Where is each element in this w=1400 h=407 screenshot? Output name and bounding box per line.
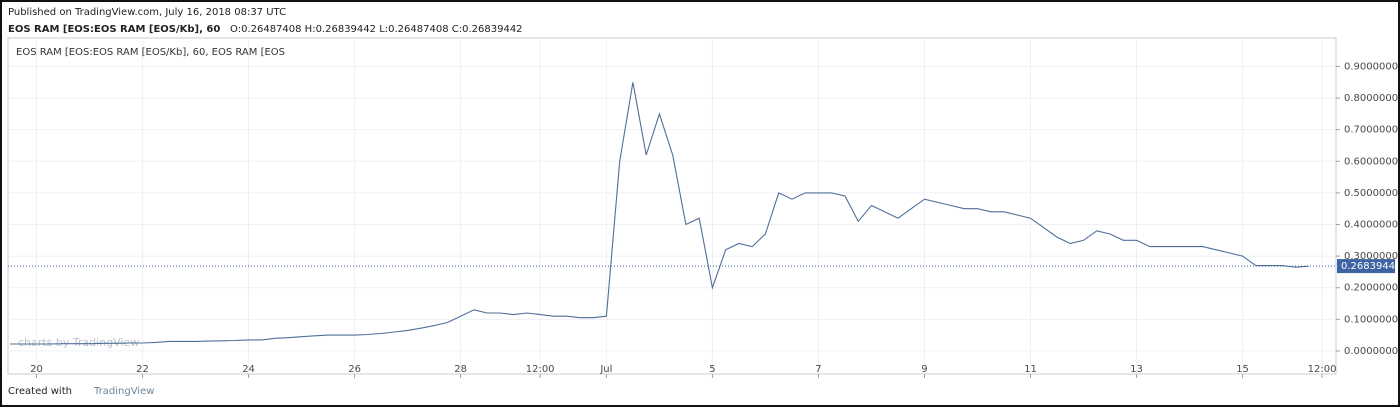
x-tick-label: 22	[136, 364, 149, 375]
y-tick-label: 0.90000000	[1344, 61, 1398, 72]
x-tick-label: 15	[1236, 364, 1249, 375]
x-tick-label: 28	[454, 364, 467, 375]
x-tick-label: 13	[1130, 364, 1143, 375]
ohlc-values: O:0.26487408 H:0.26839442 L:0.26487408 C…	[230, 24, 523, 35]
x-tick-label: Jul	[599, 364, 612, 375]
x-tick-label: 5	[709, 364, 715, 375]
x-tick-label: 26	[348, 364, 361, 375]
last-price-box	[1337, 259, 1395, 274]
footer-created: Created with	[8, 386, 72, 397]
last-price-label: 0.26839442	[1341, 261, 1398, 272]
x-tick-label: 12:00	[1308, 364, 1337, 375]
published-note: Published on TradingView.com, July 16, 2…	[8, 7, 286, 18]
symbol-title: EOS RAM [EOS:EOS RAM [EOS/Kb], 60	[8, 24, 220, 35]
x-tick-label: 7	[815, 364, 821, 375]
x-tick-label: 20	[30, 364, 43, 375]
grid	[8, 38, 1336, 374]
x-tick-label: 24	[242, 364, 255, 375]
x-tick-label: 9	[921, 364, 927, 375]
price-line	[10, 82, 1309, 345]
footer-brand: TradingView	[93, 386, 154, 397]
legend-label: EOS RAM [EOS:EOS RAM [EOS/Kb], 60, EOS R…	[16, 47, 285, 58]
watermark: charts by TradingView	[18, 336, 139, 349]
x-tick-label: 12:00	[526, 364, 555, 375]
x-tick-label: 11	[1024, 364, 1037, 375]
